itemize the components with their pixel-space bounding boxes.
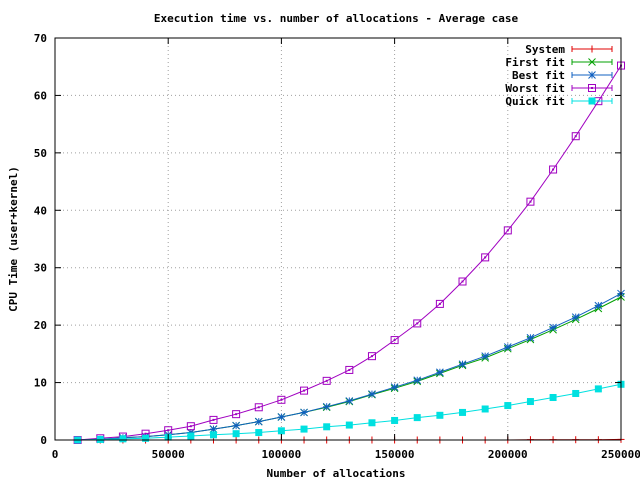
- y-tick-label: 0: [40, 434, 47, 447]
- data-point-quick-fit: [96, 435, 104, 443]
- legend-marker: [588, 84, 596, 92]
- data-point-quick-fit: [142, 434, 150, 442]
- data-point-best-fit: [300, 408, 308, 417]
- data-point-worst-fit: [549, 165, 558, 174]
- data-point-worst-fit: [277, 395, 286, 404]
- data-point-quick-fit: [255, 429, 263, 437]
- legend-entry-best-fit: Best fit: [512, 69, 613, 82]
- data-point-worst-fit: [458, 277, 467, 286]
- y-tick-label: 30: [34, 262, 47, 275]
- data-point-worst-fit: [571, 132, 580, 141]
- data-point-best-fit: [503, 343, 512, 351]
- plot-frame: [54, 37, 622, 441]
- legend-entry-worst-fit: Worst fit: [505, 82, 613, 95]
- data-point-quick-fit: [594, 385, 602, 393]
- data-point-quick-fit: [300, 425, 308, 433]
- legend-entry-quick-fit: Quick fit: [505, 95, 613, 108]
- data-point-quick-fit: [345, 421, 353, 429]
- y-axis-label: CPU Time (user+kernel): [7, 166, 20, 312]
- data-point-worst-fit: [322, 376, 331, 385]
- x-tick-label: 50000: [152, 448, 185, 461]
- data-point-quick-fit: [277, 427, 285, 435]
- legend-label: Worst fit: [505, 82, 565, 95]
- data-point-quick-fit: [436, 411, 444, 419]
- data-point-worst-fit: [390, 336, 399, 345]
- legend-marker: [588, 45, 596, 53]
- series-line-first-fit: [77, 296, 622, 441]
- data-point-worst-fit: [209, 415, 218, 424]
- data-point-best-fit: [322, 402, 331, 411]
- grid: [55, 38, 621, 440]
- data-point-best-fit: [254, 417, 263, 426]
- data-point-quick-fit: [368, 419, 376, 427]
- data-point-best-fit: [571, 313, 580, 321]
- x-tick-label: 150000: [375, 448, 415, 461]
- data-point-best-fit: [390, 383, 399, 392]
- plot-series: [73, 61, 625, 444]
- data-point-quick-fit: [572, 389, 580, 397]
- legend-label: Best fit: [512, 69, 565, 82]
- data-point-worst-fit: [435, 299, 444, 308]
- data-point-worst-fit: [186, 422, 195, 431]
- legend-marker: [588, 58, 596, 66]
- data-point-quick-fit: [391, 416, 399, 424]
- y-tick-label: 10: [34, 377, 47, 390]
- legend-label: System: [525, 43, 565, 56]
- data-point-best-fit: [481, 352, 490, 361]
- data-point-best-fit: [549, 323, 557, 332]
- data-point-quick-fit: [209, 431, 217, 439]
- y-tick-label: 20: [34, 319, 47, 332]
- legend-label: First fit: [505, 56, 565, 69]
- data-point-best-fit: [368, 390, 376, 398]
- series-line-worst-fit: [77, 65, 622, 441]
- data-point-worst-fit: [413, 319, 422, 328]
- data-point-quick-fit: [323, 423, 331, 431]
- data-point-quick-fit: [187, 432, 195, 440]
- data-point-quick-fit: [481, 405, 489, 413]
- data-point-worst-fit: [345, 365, 354, 374]
- x-tick-label: 100000: [262, 448, 302, 461]
- legend-marker: [588, 71, 596, 79]
- y-tick-label: 70: [34, 32, 47, 45]
- data-point-best-fit: [458, 360, 467, 369]
- x-tick-label: 200000: [488, 448, 528, 461]
- data-point-worst-fit: [367, 352, 376, 361]
- data-point-best-fit: [232, 421, 240, 430]
- data-point-worst-fit: [481, 253, 490, 262]
- data-point-quick-fit: [119, 435, 127, 443]
- y-tick-label: 60: [34, 89, 47, 102]
- data-point-quick-fit: [459, 408, 467, 416]
- data-point-best-fit: [436, 368, 444, 377]
- data-point-quick-fit: [549, 394, 557, 402]
- data-point-quick-fit: [413, 414, 421, 422]
- data-point-best-fit: [594, 301, 603, 310]
- legend-label: Quick fit: [505, 95, 565, 108]
- data-point-quick-fit: [504, 402, 512, 410]
- data-point-quick-fit: [232, 430, 240, 438]
- data-point-best-fit: [526, 333, 535, 342]
- data-point-worst-fit: [254, 403, 263, 412]
- data-point-best-fit: [413, 376, 422, 385]
- data-point-quick-fit: [526, 398, 534, 406]
- data-point-worst-fit: [526, 197, 535, 206]
- data-point-worst-fit: [232, 410, 241, 419]
- data-point-worst-fit: [300, 386, 309, 395]
- y-tick-label: 50: [34, 147, 47, 160]
- y-tick-label: 40: [34, 204, 47, 217]
- x-axis-label: Number of allocations: [266, 467, 405, 480]
- x-tick-label: 0: [52, 448, 59, 461]
- data-point-best-fit: [345, 397, 354, 405]
- legend-entry-system: System: [525, 43, 613, 56]
- axis-ticks: 0 10 20 30 40 50 60 70 0 50000 100000 150000 200000 2…: [34, 32, 640, 461]
- legend-marker: [588, 97, 596, 105]
- legend-entry-first-fit: First fit: [505, 56, 613, 69]
- chart-title: Execution time vs. number of allocations…: [154, 12, 519, 25]
- data-point-best-fit: [277, 413, 286, 421]
- x-tick-label: 250000: [601, 448, 640, 461]
- data-point-worst-fit: [503, 226, 512, 235]
